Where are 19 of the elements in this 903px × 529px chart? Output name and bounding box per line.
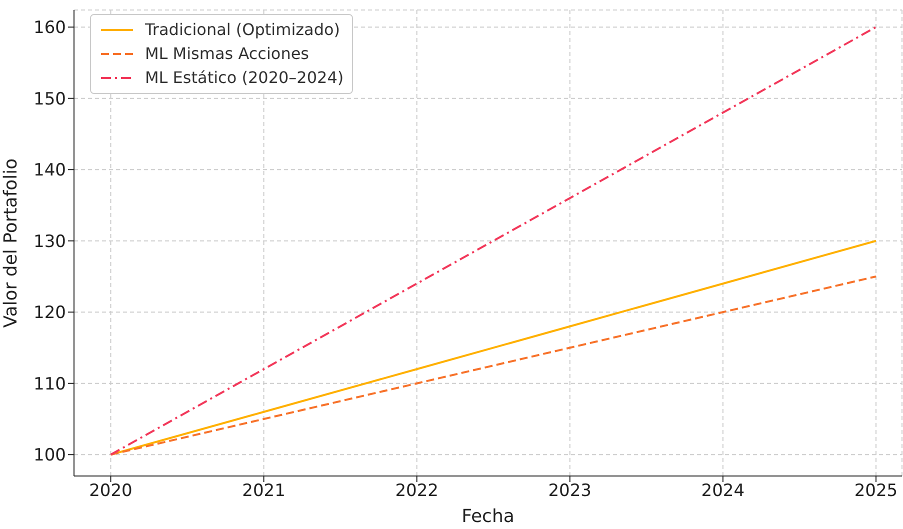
y-tick-label: 110 xyxy=(34,374,66,394)
legend-label: Tradicional (Optimizado) xyxy=(145,19,340,41)
y-tick-label: 130 xyxy=(34,232,66,252)
y-tick-label: 150 xyxy=(34,89,66,110)
x-tick-label: 2022 xyxy=(395,481,438,502)
x-tick-label: 2023 xyxy=(548,481,592,502)
x-tick-label: 2020 xyxy=(89,481,132,502)
legend-label: ML Estático (2020–2024) xyxy=(145,67,344,89)
line-series xyxy=(110,275,877,456)
x-axis-title: Fecha xyxy=(462,506,514,527)
y-tick-label: 120 xyxy=(34,303,66,324)
y-tick-label: 140 xyxy=(34,160,66,181)
legend-label: ML Mismas Acciones xyxy=(145,43,310,65)
x-tick-label: 2024 xyxy=(701,481,745,502)
x-tick-label: 2025 xyxy=(854,481,898,502)
y-tick-label: 100 xyxy=(34,446,66,466)
y-tick-label: 160 xyxy=(34,18,66,38)
y-axis-title: Valor del Portafolio xyxy=(0,158,22,328)
x-tick-label: 2021 xyxy=(242,481,286,502)
